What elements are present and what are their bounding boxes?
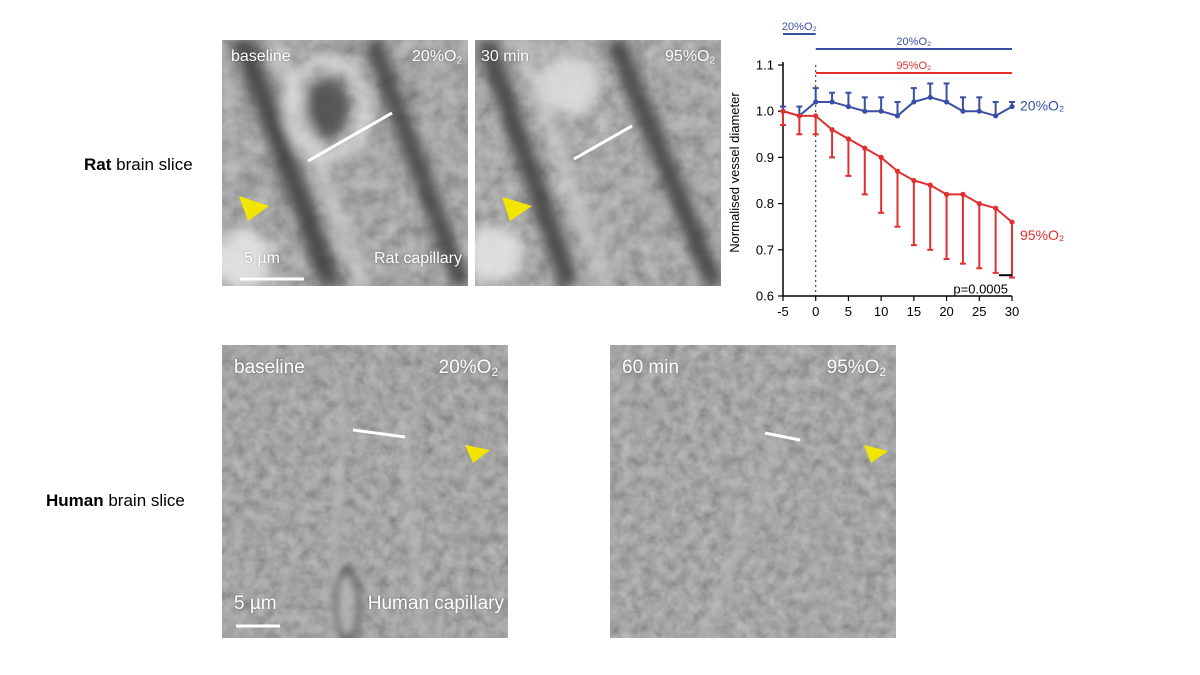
human-baseline-o2-label: 20%O2	[439, 357, 498, 379]
data-point	[960, 108, 966, 114]
data-point	[829, 99, 835, 105]
data-point	[1009, 219, 1015, 225]
human-baseline-image	[222, 345, 508, 638]
condition-bar-label: 20%O₂	[782, 21, 817, 33]
human-60min-image	[610, 345, 896, 638]
data-point	[845, 103, 852, 110]
human-60min-o2-sub: 2	[879, 365, 886, 379]
rat-baseline-o2-sub: 2	[456, 55, 462, 67]
x-tick-label: 10	[874, 304, 888, 319]
human-baseline-time-label: baseline	[234, 357, 305, 378]
human-60min-o2-label: 95%O2	[827, 357, 886, 379]
y-tick-label: 0.8	[756, 196, 774, 211]
x-tick-label: 25	[972, 304, 986, 319]
row-label-human-bold: Human	[46, 491, 104, 510]
rat-baseline-arrowhead	[239, 196, 269, 221]
data-point	[993, 205, 999, 211]
rat-30min-image	[475, 40, 721, 286]
human-60min-o2-prefix: 95%O	[826, 357, 880, 378]
human-60min-arrowhead	[864, 445, 888, 463]
series-end-label: 20%O₂	[1020, 98, 1064, 114]
rat-30min-o2-sub: 2	[709, 55, 715, 67]
x-tick-label: -5	[777, 304, 789, 319]
x-tick-label: 5	[845, 304, 852, 319]
x-tick-label: 0	[812, 304, 819, 319]
x-tick-label: 20	[939, 304, 953, 319]
row-label-human: Human brain slice	[46, 491, 185, 511]
p-value-annotation: p=0.0005	[953, 282, 1008, 297]
data-point	[796, 113, 802, 119]
rat-baseline-time-label: baseline	[231, 48, 291, 65]
human-baseline-o2-prefix: 20%O	[438, 357, 492, 378]
rat-30min-o2-prefix: 95%O	[665, 48, 710, 65]
data-point	[927, 182, 933, 188]
rat-baseline-o2-prefix: 20%O	[412, 48, 457, 65]
rat-baseline-micrograph: baseline 20%O2 5 µm Rat capillary	[222, 40, 468, 286]
rat-baseline-scale-label: 5 µm	[244, 250, 280, 267]
condition-bar-label: 95%O₂	[896, 60, 931, 72]
data-point	[943, 99, 950, 105]
row-label-human-rest: brain slice	[103, 491, 185, 510]
condition-bar-label: 20%O₂	[896, 36, 931, 48]
data-point	[993, 113, 999, 119]
rat-baseline-image	[222, 40, 468, 286]
data-point	[878, 108, 884, 114]
human-baseline-arrowhead	[465, 445, 490, 463]
data-point	[813, 99, 819, 105]
data-point	[829, 127, 835, 133]
x-tick-label: 15	[907, 304, 921, 319]
data-point	[960, 191, 966, 197]
y-tick-label: 0.7	[756, 242, 774, 257]
human-60min-micrograph: 60 min 95%O2	[610, 345, 896, 638]
row-label-rat-rest: brain slice	[111, 155, 193, 174]
data-point	[813, 113, 819, 119]
y-tick-label: 1.1	[756, 58, 774, 73]
human-baseline-scale-label: 5 µm	[234, 593, 277, 614]
data-point	[845, 136, 852, 142]
data-point	[780, 108, 786, 114]
human-60min-time-label: 60 min	[622, 357, 680, 378]
data-point	[927, 94, 933, 100]
row-label-rat: Rat brain slice	[84, 155, 193, 175]
rat-baseline-o2-label: 20%O2	[412, 48, 462, 66]
data-point	[911, 177, 917, 184]
y-tick-label: 1.0	[756, 104, 774, 119]
rat-baseline-caption: Rat capillary	[373, 250, 462, 267]
series-end-label: 95%O₂	[1020, 227, 1064, 243]
data-point	[943, 191, 950, 197]
rat-30min-o2-label: 95%O2	[665, 48, 715, 66]
y-tick-label: 0.6	[756, 289, 774, 304]
data-point	[894, 168, 901, 174]
data-point	[911, 99, 917, 105]
rat-30min-time-label: 30 min	[481, 48, 530, 65]
data-point	[976, 201, 982, 207]
y-axis-label: Normalised vessel diameter	[727, 92, 742, 253]
data-point	[862, 108, 868, 114]
rat-30min-micrograph: 30 min 95%O2	[475, 40, 721, 286]
data-point	[878, 154, 884, 160]
y-tick-label: 0.9	[756, 150, 774, 165]
human-baseline-caption: Human capillary	[367, 593, 504, 614]
rat-30min-arrowhead	[502, 197, 532, 221]
data-point	[1009, 103, 1015, 110]
data-point	[862, 145, 868, 151]
vessel-diameter-chart: 0.6 0.7 0.8 0.9 1.0 1.1 -5 0 5 10 15 20 25 30 Normalis…	[727, 21, 1064, 319]
data-point	[894, 113, 901, 119]
human-baseline-micrograph: baseline 20%O2 5 µm Human capillary	[222, 345, 508, 638]
x-tick-label: 30	[1005, 304, 1019, 319]
data-point	[976, 108, 982, 114]
human-baseline-o2-sub: 2	[491, 365, 498, 379]
row-label-rat-bold: Rat	[84, 155, 112, 174]
